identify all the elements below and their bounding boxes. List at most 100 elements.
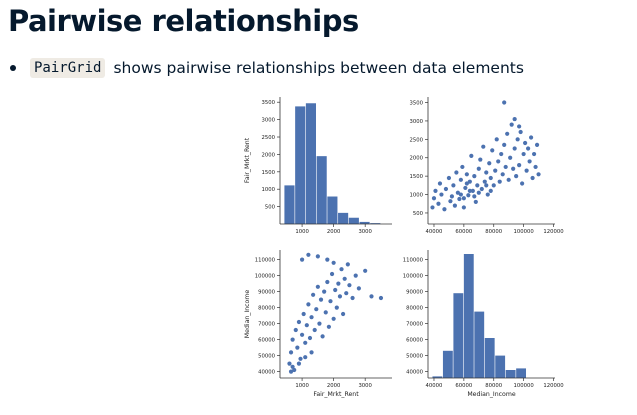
scatter-point bbox=[469, 153, 474, 158]
scatter-point bbox=[311, 292, 316, 297]
scatter-point bbox=[296, 361, 302, 366]
x-tick-label: 60000 bbox=[455, 229, 472, 235]
scatter-point bbox=[488, 175, 493, 181]
y-tick-label: 110000 bbox=[403, 258, 424, 264]
y-tick-label: 2500 bbox=[262, 135, 276, 141]
x-tick-label: 60000 bbox=[455, 383, 472, 389]
scatter-point bbox=[333, 287, 338, 293]
y-tick-label: 70000 bbox=[406, 322, 423, 328]
scatter-point bbox=[347, 283, 352, 288]
scatter-point bbox=[452, 203, 457, 208]
scatter-point bbox=[288, 369, 294, 374]
scatter-point bbox=[331, 260, 336, 265]
scatter-point bbox=[317, 321, 322, 326]
scatter-point bbox=[293, 327, 298, 333]
scatter-point bbox=[363, 268, 368, 273]
x-tick-label: 1000 bbox=[295, 383, 309, 389]
scatter-point bbox=[485, 192, 490, 197]
scatter-point bbox=[491, 183, 496, 188]
scatter-point bbox=[350, 295, 355, 301]
scatter-point bbox=[494, 137, 499, 142]
scatter-point bbox=[446, 175, 452, 181]
y-tick-label: 3000 bbox=[262, 118, 276, 124]
histogram-bar bbox=[284, 185, 295, 224]
scatter-point bbox=[451, 183, 456, 188]
scatter-point bbox=[303, 340, 308, 345]
scatter-point bbox=[344, 291, 349, 296]
scatter-point bbox=[326, 324, 332, 329]
y-tick-label: 100000 bbox=[403, 274, 424, 280]
x-tick-label: 40000 bbox=[426, 383, 443, 389]
x-tick-label: 2000 bbox=[327, 383, 341, 389]
scatter-point bbox=[517, 163, 522, 168]
histogram-bar bbox=[316, 156, 327, 224]
y-tick-label: 110000 bbox=[255, 258, 276, 264]
y-tick-label: 80000 bbox=[406, 306, 423, 312]
x-tick-label: 80000 bbox=[485, 383, 502, 389]
scatter-point bbox=[340, 311, 346, 317]
scatter-point bbox=[325, 257, 330, 262]
y-tick-label: 90000 bbox=[406, 290, 423, 296]
histogram-bar bbox=[295, 106, 306, 224]
scatter-point bbox=[526, 146, 531, 151]
bullet-text: shows pairwise relationships between dat… bbox=[113, 59, 524, 77]
scatter-point bbox=[436, 201, 441, 206]
x-tick-label: 100000 bbox=[514, 383, 535, 389]
scatter-point bbox=[439, 192, 444, 197]
scatter-point bbox=[518, 129, 523, 135]
bullet-point: PairGrid shows pairwise relationships be… bbox=[10, 58, 524, 78]
y-tick-label: 1500 bbox=[262, 170, 276, 176]
scatter-point bbox=[499, 151, 504, 157]
scatter-point bbox=[508, 155, 513, 160]
histogram-bar bbox=[505, 370, 516, 378]
scatter-point bbox=[301, 311, 306, 317]
scatter-point bbox=[323, 310, 328, 315]
scatter-point bbox=[482, 179, 487, 184]
x-axis-label: Fair_Mrkt_Rent bbox=[313, 391, 359, 398]
histogram-bar bbox=[432, 376, 443, 378]
scatter-point bbox=[442, 207, 447, 212]
scatter-point bbox=[496, 159, 501, 164]
scatter-point bbox=[378, 295, 384, 301]
scatter-point bbox=[531, 151, 537, 157]
histogram-bar bbox=[516, 368, 527, 378]
y-tick-label: 3500 bbox=[410, 101, 424, 107]
scatter-point bbox=[322, 289, 327, 294]
scatter-point bbox=[448, 199, 453, 204]
y-tick-label: 1000 bbox=[410, 193, 424, 199]
scatter-point bbox=[464, 181, 469, 186]
scatter-point bbox=[461, 196, 466, 201]
y-tick-label: 1000 bbox=[262, 187, 276, 193]
scatter-point bbox=[309, 315, 314, 320]
scatter-point bbox=[307, 335, 313, 341]
y-tick-label: 2500 bbox=[410, 137, 424, 143]
x-tick-label: 3000 bbox=[358, 383, 372, 389]
scatter-point bbox=[337, 294, 343, 299]
scatter-point bbox=[288, 350, 294, 355]
scatter-point bbox=[530, 175, 535, 181]
histogram-bar bbox=[370, 223, 381, 224]
x-tick-label: 1000 bbox=[295, 229, 309, 235]
scatter-point bbox=[488, 188, 493, 193]
scatter-point bbox=[431, 196, 437, 201]
scatter-point bbox=[306, 302, 311, 307]
scatter-point bbox=[299, 332, 305, 337]
y-tick-label: 1500 bbox=[410, 174, 424, 180]
histogram-bar bbox=[359, 221, 370, 224]
scatter-point bbox=[457, 196, 462, 202]
x-tick-label: 3000 bbox=[358, 229, 372, 235]
scatter-point bbox=[505, 131, 510, 136]
y-tick-label: 60000 bbox=[258, 338, 275, 344]
scatter-point bbox=[476, 166, 481, 171]
scatter-point bbox=[345, 262, 350, 267]
scatter-point bbox=[443, 186, 449, 192]
x-tick-label: 2000 bbox=[327, 229, 341, 235]
y-tick-label: 90000 bbox=[258, 290, 275, 296]
y-tick-label: 500 bbox=[265, 205, 276, 211]
panel-top-left: 500 1000 1500 2000 2500 3000 3500 1000 2000 3000 F… bbox=[244, 97, 392, 235]
scatter-point bbox=[467, 188, 472, 193]
y-tick-label: 500 bbox=[413, 211, 424, 217]
x-tick-label: 40000 bbox=[426, 229, 443, 235]
scatter-point bbox=[342, 276, 347, 281]
scatter-point bbox=[502, 142, 507, 147]
